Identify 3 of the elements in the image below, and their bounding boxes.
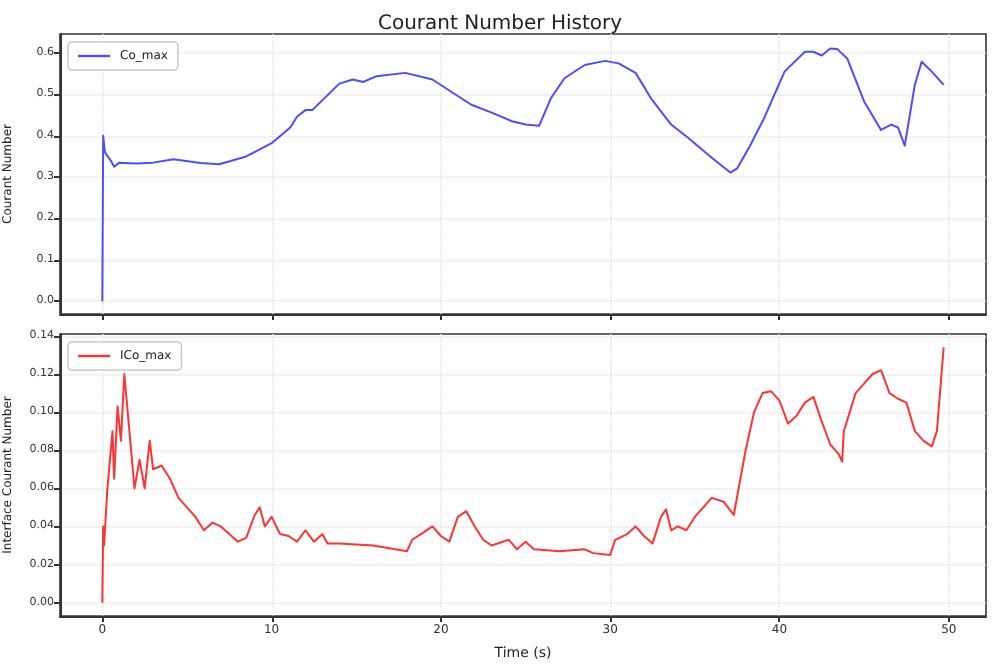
line-series <box>101 346 945 604</box>
line-series <box>101 47 945 303</box>
chart-title: Courant Number History <box>377 13 623 35</box>
